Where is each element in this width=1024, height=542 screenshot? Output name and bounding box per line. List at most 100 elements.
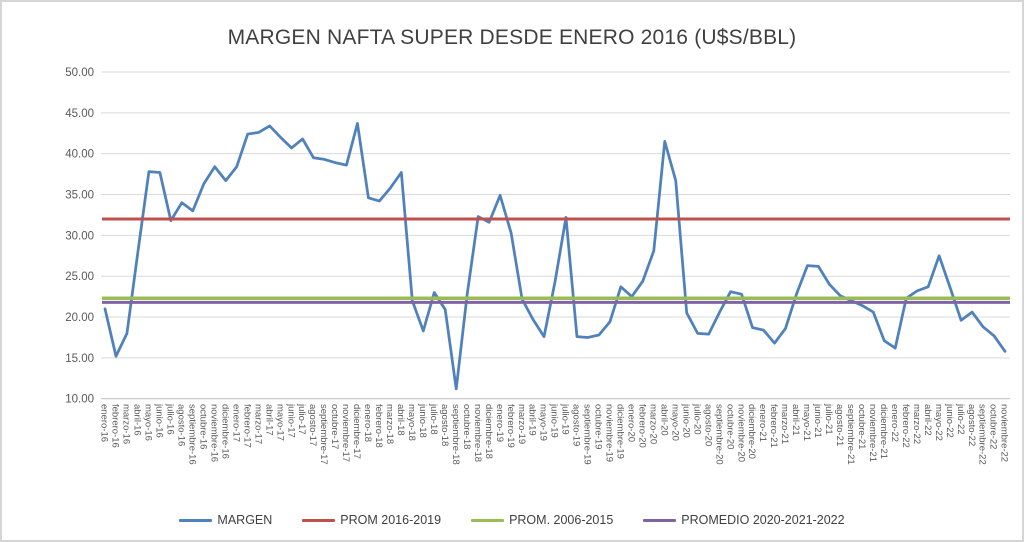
x-category-label: abril-18 [395, 404, 406, 436]
y-tick-label: 50.00 [65, 67, 94, 79]
legend-item: PROM. 2006-2015 [471, 513, 613, 527]
x-category-label: octubre-19 [593, 404, 604, 449]
x-category-label: mayo-18 [406, 404, 417, 441]
legend-line-swatch [471, 518, 505, 522]
x-category-label: agosto-22 [966, 404, 977, 446]
x-category-label: junio-17 [285, 403, 296, 438]
legend-label: PROM 2016-2019 [340, 513, 442, 527]
x-category-label: noviembre-21 [867, 404, 878, 462]
x-category-label: julio-18 [428, 403, 439, 435]
x-category-label: marzo-20 [647, 404, 658, 444]
x-category-label: febrero-18 [373, 404, 384, 448]
x-category-label: enero-22 [889, 404, 900, 442]
x-category-label: noviembre-22 [999, 404, 1010, 462]
x-category-label: febrero-22 [900, 404, 911, 448]
y-tick-label: 15.00 [65, 353, 94, 365]
y-tick-label: 10.00 [65, 394, 94, 406]
x-category-label: abril-16 [132, 404, 143, 436]
x-category-label: febrero-17 [241, 404, 252, 448]
x-category-label: mayo-16 [143, 404, 154, 441]
x-category-label: diciembre-19 [615, 404, 626, 459]
x-category-label: agosto-18 [439, 404, 450, 446]
x-category-label: enero-16 [99, 404, 110, 442]
x-category-label: abril-19 [527, 404, 538, 436]
x-category-label: junio-16 [154, 403, 165, 438]
x-category-label: julio-22 [955, 403, 966, 435]
x-category-label: diciembre-20 [746, 404, 757, 459]
x-category-label: diciembre-21 [878, 404, 889, 459]
x-category-label: junio-20 [680, 403, 691, 438]
x-category-label: julio-19 [560, 403, 571, 435]
x-category-label: abril-20 [658, 404, 669, 436]
x-category-label: mayo-20 [669, 404, 680, 441]
x-category-label: octubre-22 [988, 404, 999, 449]
x-category-label: septiembre-17 [318, 404, 329, 465]
x-category-label: febrero-20 [636, 404, 647, 448]
x-category-label: mayo-17 [274, 404, 285, 441]
margen-series-line [103, 122, 1007, 391]
x-category-label: marzo-19 [516, 404, 527, 444]
x-category-label: mayo-21 [801, 404, 812, 441]
x-category-label: septiembre-19 [582, 404, 593, 465]
x-category-label: febrero-19 [505, 404, 516, 448]
x-category-label: marzo-22 [911, 404, 922, 444]
legend-line-swatch [643, 518, 677, 522]
x-category-label: octubre-20 [724, 404, 735, 449]
legend-label: PROM. 2006-2015 [509, 513, 614, 527]
x-category-label: mayo-22 [933, 404, 944, 441]
x-category-label: junio-21 [812, 403, 823, 438]
x-category-label: noviembre-18 [472, 404, 483, 462]
x-category-label: diciembre-18 [483, 404, 494, 459]
legend-item: MARGEN [179, 513, 272, 527]
y-tick-label: 30.00 [65, 230, 94, 242]
x-category-label: octubre-16 [197, 404, 208, 449]
y-tick-label: 25.00 [65, 271, 94, 283]
x-category-label: octubre-18 [461, 404, 472, 449]
x-category-label: julio-17 [296, 403, 307, 435]
x-category-label: julio-20 [691, 403, 702, 435]
x-category-label: agosto-19 [571, 404, 582, 446]
x-category-label: junio-22 [944, 403, 955, 438]
x-category-label: marzo-17 [252, 404, 263, 444]
x-category-label: octubre-21 [856, 404, 867, 449]
x-category-label: noviembre-17 [340, 404, 351, 462]
x-category-label: septiembre-22 [977, 404, 988, 465]
legend-line-swatch [179, 518, 213, 522]
y-tick-label: 20.00 [65, 312, 94, 324]
x-category-label: agosto-20 [702, 404, 713, 446]
x-category-label: julio-21 [823, 403, 834, 435]
legend-item: PROMEDIO 2020-2021-2022 [643, 513, 845, 527]
x-category-label: abril-17 [263, 404, 274, 436]
x-category-label: julio-16 [165, 403, 176, 435]
legend: MARGEN PROM 2016-2019 PROM. 2006-2015 PROME… [2, 513, 1022, 527]
x-category-label: diciembre-16 [219, 404, 230, 459]
x-category-label: enero-17 [230, 404, 241, 442]
x-category-label: agosto-17 [307, 404, 318, 446]
x-category-label: noviembre-20 [735, 404, 746, 462]
x-category-label: enero-18 [362, 404, 373, 442]
x-category-label: febrero-21 [768, 404, 779, 448]
y-tick-label: 40.00 [65, 149, 94, 161]
x-category-label: junio-18 [417, 403, 428, 438]
x-category-label: marzo-21 [779, 404, 790, 444]
x-category-label: agosto-16 [176, 404, 187, 446]
chart-title: MARGEN NAFTA SUPER DESDE ENERO 2016 (U$S… [227, 26, 797, 49]
legend-label: MARGEN [217, 513, 273, 527]
x-category-label: marzo-18 [384, 404, 395, 444]
x-category-label: abril-22 [922, 404, 933, 436]
x-category-label: febrero-16 [110, 404, 121, 448]
x-category-label: enero-20 [626, 404, 637, 442]
y-tick-label: 35.00 [65, 190, 94, 202]
y-tick-label: 45.00 [65, 108, 94, 120]
x-category-label: enero-19 [494, 404, 505, 442]
legend-label: PROMEDIO 2020-2021-2022 [681, 513, 845, 527]
x-category-label: noviembre-19 [604, 404, 615, 462]
x-category-label: noviembre-16 [208, 404, 219, 462]
x-category-label: septiembre-20 [713, 404, 724, 465]
x-category-label: septiembre-18 [450, 404, 461, 465]
legend-line-swatch [302, 518, 336, 522]
x-category-label: enero-21 [757, 404, 768, 442]
x-category-label: mayo-19 [538, 404, 549, 441]
